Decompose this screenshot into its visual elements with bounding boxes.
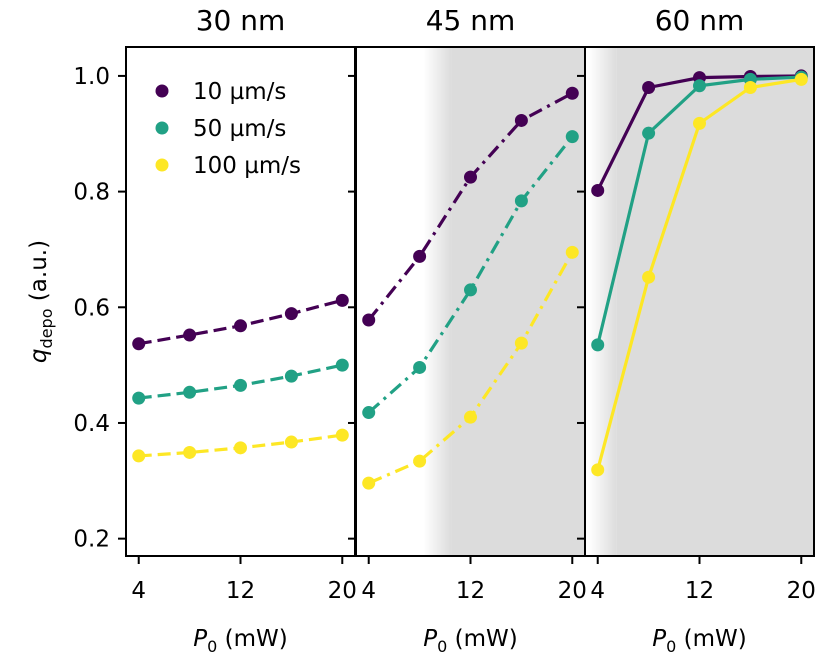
data-point — [413, 360, 427, 374]
x-tick-label: 12 — [685, 578, 714, 604]
y-axis-label: qdepo (a.u.) — [26, 240, 56, 363]
data-point — [335, 358, 349, 372]
legend: 10 µm/s 50 µm/s 100 µm/s — [155, 79, 301, 179]
data-point — [565, 245, 579, 259]
y-tick-label: 0.6 — [73, 295, 110, 321]
shaded-region — [451, 47, 585, 556]
y-tick-label: 0.4 — [73, 411, 110, 437]
data-point — [132, 449, 146, 463]
data-point — [464, 410, 477, 424]
data-point — [591, 463, 605, 477]
data-point — [464, 170, 477, 184]
legend-label: 50 µm/s — [193, 116, 286, 142]
y-tick-label: 0.8 — [73, 180, 110, 206]
y-tick-label: 0.2 — [73, 527, 110, 553]
shaded-region — [616, 47, 814, 556]
x-tick-label: 12 — [456, 578, 485, 604]
data-point — [335, 428, 349, 442]
data-point — [413, 454, 427, 468]
data-point — [514, 113, 528, 127]
data-point — [642, 270, 656, 284]
data-point — [362, 406, 376, 420]
x-axis-label: P0 (mW) — [423, 626, 517, 656]
x-tick-label: 4 — [361, 578, 376, 604]
data-point — [234, 319, 247, 333]
axis-labels: P0 (mW) P0 (mW) P0 (mW) qdepo (a.u.) — [26, 240, 747, 656]
data-point — [284, 435, 298, 449]
data-point — [794, 72, 808, 86]
data-point — [642, 126, 656, 140]
legend-marker — [155, 158, 169, 172]
data-point — [234, 441, 247, 455]
data-point — [335, 293, 349, 307]
data-point — [565, 86, 579, 100]
x-tick-label: 12 — [226, 578, 255, 604]
x-tick-label: 20 — [558, 578, 587, 604]
series-line-2 — [367, 135, 574, 414]
legend-label: 10 µm/s — [193, 79, 286, 105]
legend-label: 100 µm/s — [193, 153, 301, 179]
data-point — [642, 80, 656, 94]
data-point — [591, 183, 605, 197]
data-point — [464, 283, 477, 297]
y-tick-label: 1.0 — [73, 64, 110, 90]
x-axis-label: P0 (mW) — [652, 626, 746, 656]
panel-3: 60 nm 4 12 20 — [577, 4, 816, 604]
data-point — [693, 79, 706, 93]
data-point — [132, 391, 146, 405]
data-point — [183, 385, 197, 399]
x-tick-label: 4 — [590, 578, 605, 604]
data-point — [514, 194, 528, 208]
shaded-region-fade — [588, 47, 617, 556]
panel-title: 45 nm — [426, 4, 516, 37]
legend-marker — [155, 84, 169, 98]
panel-title: 60 nm — [655, 4, 745, 37]
panel-1: 30 nm 4 12 20 0.2 0.4 0.6 0.8 1.0 — [73, 4, 356, 604]
data-point — [743, 80, 757, 94]
data-point — [284, 307, 298, 321]
data-point — [514, 336, 528, 350]
data-point — [183, 328, 197, 342]
data-point — [132, 337, 146, 351]
data-point — [591, 338, 605, 352]
x-axis-label: P0 (mW) — [193, 626, 287, 656]
panel-title: 30 nm — [196, 4, 286, 37]
data-point — [693, 116, 706, 130]
x-tick-label: 4 — [131, 578, 146, 604]
data-point — [362, 476, 376, 490]
panel-2: 45 nm 4 12 20 — [348, 4, 587, 604]
data-point — [284, 369, 298, 383]
data-point — [565, 130, 579, 144]
x-tick-label: 20 — [328, 578, 357, 604]
data-point — [413, 249, 427, 263]
legend-marker — [155, 121, 169, 135]
data-point — [234, 378, 247, 392]
shaded-region-fade — [423, 47, 452, 556]
x-tick-label: 20 — [787, 578, 816, 604]
data-point — [183, 445, 197, 459]
data-point — [362, 313, 376, 327]
